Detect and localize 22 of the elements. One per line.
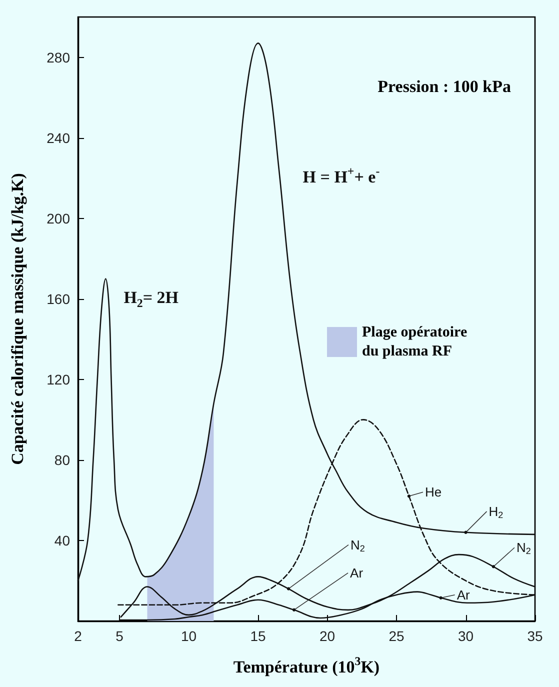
x-tick-label: 2 — [74, 628, 82, 644]
legend-label: Plage opératoire du plasma RF — [362, 324, 471, 360]
y-tick-label: 160 — [46, 290, 70, 307]
x-tick-label: 20 — [319, 628, 336, 644]
annotation: Pression : 100 kPa — [378, 77, 512, 96]
y-tick-label: 200 — [46, 210, 70, 226]
y-tick-label: 40 — [54, 532, 70, 548]
y-tick-label: 240 — [46, 130, 70, 146]
annotation: H = H++ e- — [302, 164, 380, 186]
x-tick-label: 10 — [181, 628, 197, 644]
annotation: Ar — [456, 587, 470, 602]
x-tick-label: 5 — [116, 628, 124, 644]
x-tick-label: 35 — [527, 628, 543, 644]
x-tick-label: 15 — [250, 628, 266, 644]
annotation: Ar — [350, 565, 364, 580]
annotation: He — [424, 484, 442, 500]
x-tick-label: 25 — [388, 628, 405, 644]
y-tick-label: 280 — [46, 49, 70, 66]
y-tick-label: 80 — [54, 452, 70, 468]
x-tick-label: 30 — [458, 628, 474, 644]
y-tick-label: 120 — [46, 371, 70, 388]
y-axis-title: Capacité calorifique massique (kJ/kg.K) — [8, 173, 27, 465]
